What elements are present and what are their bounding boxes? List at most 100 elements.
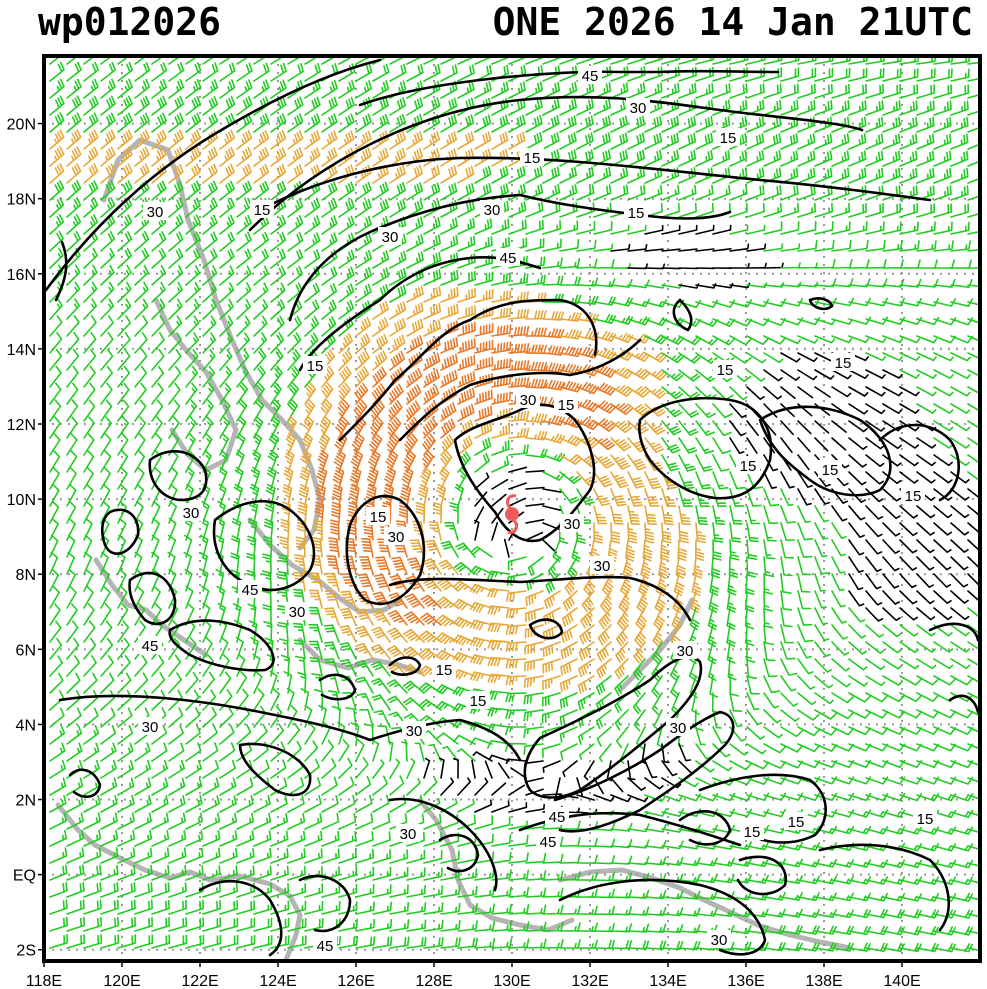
wind-barb xyxy=(372,317,389,337)
wind-barb xyxy=(253,146,270,167)
wind-barb xyxy=(185,332,199,354)
wind-barb xyxy=(678,82,697,99)
wind-barb xyxy=(471,759,476,779)
wind-barb xyxy=(967,420,980,430)
wind-barb xyxy=(304,215,321,235)
wind-barb xyxy=(967,437,980,447)
wind-barb xyxy=(525,274,546,286)
wind-barb xyxy=(678,115,697,133)
wind-barb xyxy=(848,150,867,167)
wind-barb xyxy=(967,930,980,935)
wind-barb xyxy=(651,692,663,715)
wind-barb xyxy=(66,315,80,337)
wind-barb xyxy=(916,167,935,184)
wind-barb xyxy=(83,568,93,592)
wind-barb xyxy=(423,302,442,320)
coastline-segment xyxy=(153,297,239,473)
contour-label: 45 xyxy=(540,834,557,851)
wind-barb xyxy=(185,689,200,711)
wind-barb xyxy=(661,248,681,252)
wind-barb xyxy=(49,637,63,660)
wind-barb xyxy=(831,116,850,133)
wind-barb xyxy=(134,399,147,422)
wind-barb xyxy=(695,132,714,150)
wind-barb xyxy=(219,146,235,167)
wind-barb xyxy=(384,466,397,490)
wind-barb xyxy=(933,826,957,835)
wind-barb xyxy=(452,598,476,611)
wind-barb xyxy=(508,410,530,422)
wind-barb xyxy=(168,759,185,779)
wind-barb xyxy=(100,146,116,167)
wind-barb xyxy=(117,416,129,439)
wind-barb xyxy=(338,794,356,813)
wind-barb xyxy=(503,538,510,558)
wind-barb xyxy=(49,534,59,558)
wind-barb xyxy=(678,743,692,762)
wind-barb xyxy=(372,80,390,99)
wind-barb xyxy=(389,181,406,201)
wind-barb xyxy=(678,777,699,788)
wind-barb xyxy=(202,197,218,218)
wind-barb xyxy=(277,571,289,592)
wind-barb xyxy=(457,165,475,184)
wind-barb xyxy=(644,82,663,99)
wind-barb xyxy=(253,113,270,133)
wind-barb xyxy=(219,654,230,677)
wind-barb xyxy=(933,185,952,201)
wind-barb xyxy=(627,244,648,252)
wind-barb xyxy=(491,424,511,439)
wind-barb xyxy=(100,281,115,303)
wind-barb xyxy=(100,348,114,371)
wind-barb xyxy=(423,385,440,405)
wind-barb xyxy=(763,941,786,952)
wind-barb xyxy=(100,264,115,286)
wind-barb xyxy=(440,97,458,116)
lat-tick-label: 18N xyxy=(7,192,36,209)
wind-barb xyxy=(916,793,940,802)
wind-barb xyxy=(202,917,222,932)
wind-barb xyxy=(576,436,599,449)
wind-barb xyxy=(386,645,408,660)
wind-barb xyxy=(236,777,254,796)
wind-barb xyxy=(950,150,969,167)
wind-barb xyxy=(440,217,458,235)
wind-barb xyxy=(712,760,733,772)
wind-barb xyxy=(491,218,510,235)
wind-barb xyxy=(406,80,424,99)
wind-barb xyxy=(168,416,180,439)
wind-barb xyxy=(251,466,261,490)
wind-barb xyxy=(848,590,865,607)
wind-barb xyxy=(865,692,889,703)
wind-barb xyxy=(525,183,544,201)
wind-barb xyxy=(423,148,441,167)
wind-barb xyxy=(253,812,272,830)
wind-barb xyxy=(508,820,528,830)
wind-barb xyxy=(693,556,703,579)
wind-barb xyxy=(899,793,923,802)
storm-id-title: wp012026 xyxy=(38,0,222,44)
wind-barb xyxy=(576,939,598,949)
wind-barb xyxy=(151,500,161,524)
wind-barb xyxy=(899,776,923,785)
wind-barb xyxy=(440,148,458,167)
wind-barb xyxy=(627,316,651,326)
wind-barb xyxy=(66,348,80,371)
wind-barb xyxy=(848,437,868,450)
wind-barb xyxy=(865,167,884,184)
wind-barb xyxy=(746,743,767,755)
wind-barb xyxy=(950,221,970,235)
wind-barb xyxy=(355,130,372,150)
wind-barb xyxy=(264,501,275,524)
wind-barb xyxy=(168,795,186,813)
wind-barb xyxy=(134,899,153,915)
wind-barb xyxy=(83,264,98,286)
wind-barb xyxy=(614,709,629,731)
wind-barb xyxy=(372,267,390,286)
wind-barb xyxy=(372,147,389,167)
wind-barb xyxy=(66,146,82,167)
wind-barb xyxy=(525,870,547,881)
wind-barb xyxy=(491,358,512,371)
wind-barb xyxy=(389,936,410,949)
wind-barb xyxy=(797,83,816,99)
